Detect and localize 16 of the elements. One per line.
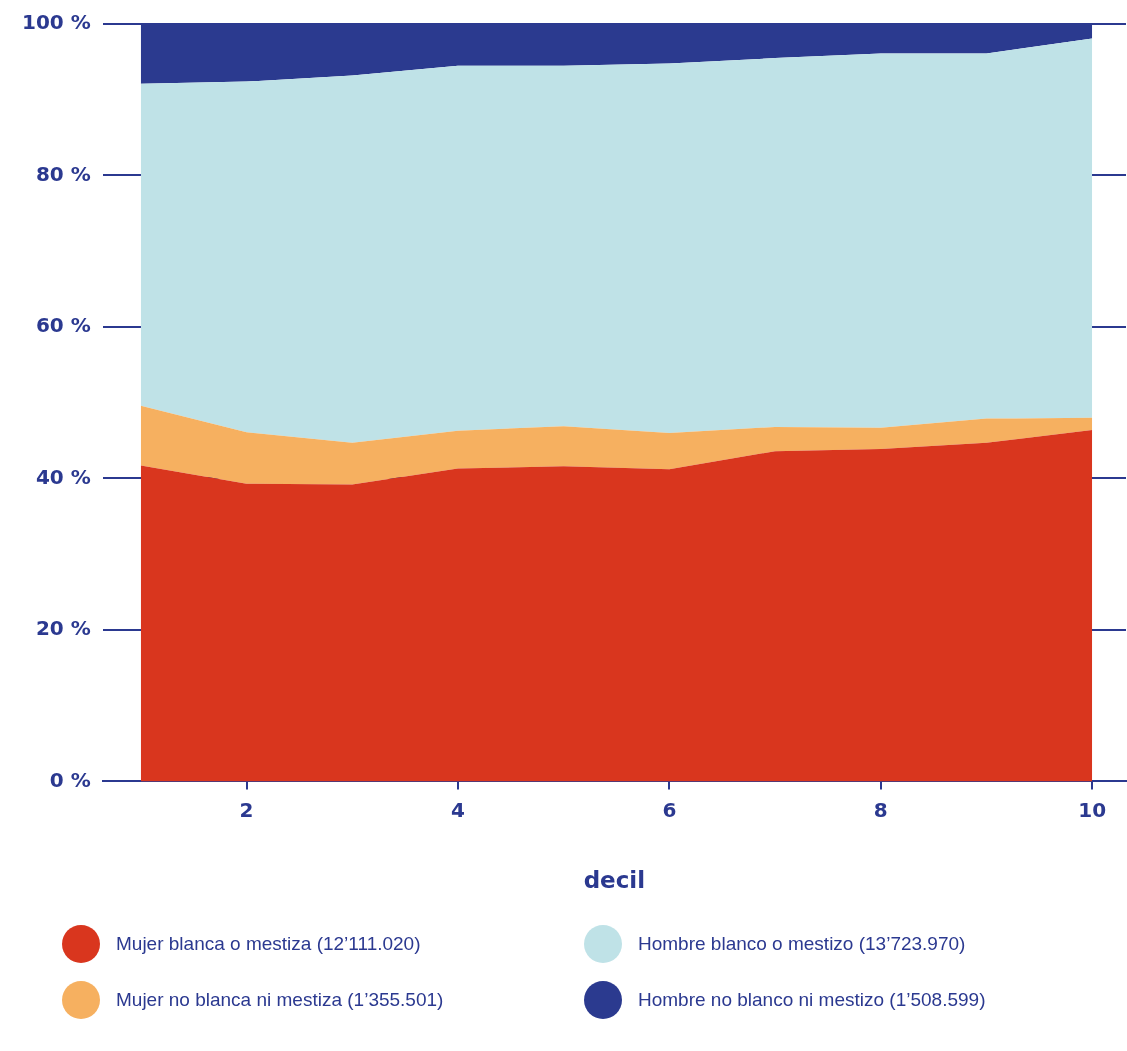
x-tick-label: 10 xyxy=(1078,797,1107,822)
x-tick-label: 4 xyxy=(450,797,465,822)
y-tick-label: 40 % xyxy=(35,464,91,489)
y-tick-label: 60 % xyxy=(35,313,91,338)
legend-label: Mujer blanca o mestiza (12’111.020) xyxy=(116,933,421,955)
x-axis-title: decil xyxy=(583,867,646,894)
legend-label: Mujer no blanca ni mestiza (1’355.501) xyxy=(116,989,444,1011)
y-tick-label: 100 % xyxy=(22,10,91,35)
y-tick-label: 20 % xyxy=(35,616,91,641)
y-tick-label: 80 % xyxy=(35,161,91,186)
legend-label: Hombre no blanco ni mestizo (1’508.599) xyxy=(638,989,986,1011)
x-tick-label: 2 xyxy=(239,797,254,822)
y-tick-label: 0 % xyxy=(49,767,91,792)
x-tick-label: 6 xyxy=(662,797,677,822)
x-tick-label: 8 xyxy=(873,797,888,822)
legend-label: Hombre blanco o mestizo (13’723.970) xyxy=(638,933,966,955)
